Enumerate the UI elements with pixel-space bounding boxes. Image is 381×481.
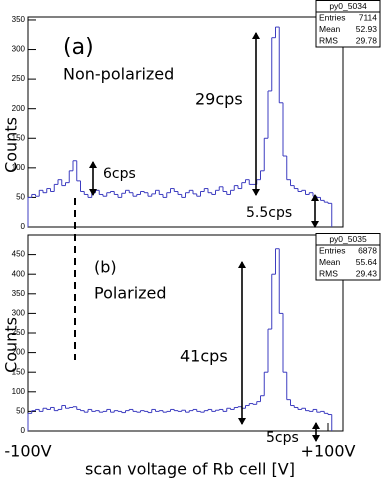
y-axis-title: Counts [2,317,21,373]
y-tick-label: 100 [12,387,26,396]
y-tick-label: 300 [12,309,26,318]
x-tick-label: -100V [4,442,51,461]
y-tick-label: 350 [12,289,26,298]
stats-label: RMS [319,268,338,278]
y-tick-label: 200 [12,104,26,113]
stats-value: 29.43 [356,268,378,278]
stats-value: 6878 [358,245,377,255]
stats-value: 29.78 [356,35,378,45]
stats-box [315,233,381,281]
annotation: 5.5cps [246,205,292,221]
y-tick-label: 100 [12,163,26,172]
y-tick-label: 300 [12,45,26,54]
annotation: (b) [94,258,117,277]
annotation: 29cps [195,90,243,109]
y-tick-label: 150 [12,133,26,142]
stats-label: RMS [319,35,338,45]
y-tick-label: 50 [16,407,25,416]
stats-box [315,0,381,48]
stats-value: 7114 [359,12,378,22]
y-tick-label: 400 [12,269,26,278]
y-tick-label: 50 [16,193,25,202]
panel-bottom: 0 50 100 150 200 250 300 350 400 450 -100V +100V py0… [4,233,381,461]
x-axis-title: scan voltage of Rb cell [V] [85,460,295,479]
annotation: 6cps [103,166,136,182]
annotation: Non-polarized [63,65,174,84]
y-tick-label: 200 [12,348,26,357]
stats-value: 52.93 [356,24,378,34]
y-tick-label: 250 [12,74,26,83]
stats-label: Entries [319,245,345,255]
stats-label: Mean [319,24,341,34]
y-tick-label: 0 [21,222,26,231]
stats-label: Mean [319,257,341,267]
annotation: 5cps [266,430,299,446]
annotation: (a) [63,35,94,60]
stats-label: Entries [319,12,345,22]
y-tick-label: 350 [12,15,26,24]
x-tick-label: +100V [301,442,356,461]
stats-title: py0_5035 [329,234,367,244]
stats-value: 55.64 [356,257,378,267]
annotation: Polarized [94,284,167,303]
y-tick-label: 450 [12,250,26,259]
y-tick-label: 150 [12,367,26,376]
y-tick-label: 250 [12,328,26,337]
y-tick-label: 0 [21,426,26,435]
stats-title: py0_5034 [329,1,367,11]
annotation: 41cps [180,347,228,366]
plot-frame [27,16,344,228]
y-axis-title: Counts [2,117,21,173]
